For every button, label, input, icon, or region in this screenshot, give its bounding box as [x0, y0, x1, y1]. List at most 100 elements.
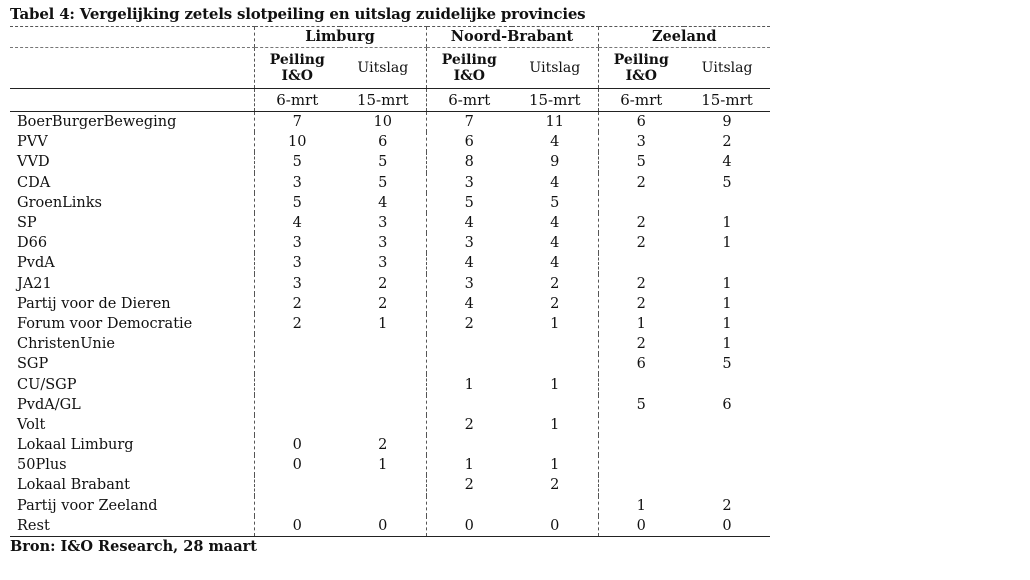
seat-value: 4 — [550, 134, 560, 151]
seat-value: 0 — [378, 517, 388, 534]
table-row: BoerBurgerBeweging 7 10 7 11 6 9 — [10, 111, 770, 133]
party-name: CU/SGP — [17, 376, 77, 393]
seat-value: 2 — [378, 275, 388, 292]
party-name: Partij voor de Dieren — [17, 295, 171, 312]
table-row: Forum voor Democratie 2 1 2 1 1 1 — [10, 313, 770, 335]
seat-value: 1 — [378, 457, 388, 474]
seat-value: 4 — [425, 253, 513, 274]
header-province-noord-brabant: Noord-Brabant — [425, 26, 599, 48]
seat-value: 3 — [253, 253, 340, 274]
seat-value: 0 — [425, 515, 513, 536]
party-name: Lokaal Limburg — [17, 437, 134, 454]
seat-value: 0 — [253, 455, 340, 476]
seat-value — [425, 435, 513, 456]
seat-value — [253, 374, 340, 395]
seat-value — [425, 495, 513, 516]
seat-value: 2 — [597, 172, 685, 193]
party-name: Partij voor Zeeland — [17, 497, 158, 514]
seat-value: 1 — [425, 374, 513, 395]
header-date-uitslag: 15-mrt — [684, 88, 771, 112]
seat-value: 4 — [722, 154, 732, 171]
seat-value: 6 — [425, 132, 513, 153]
seat-value — [684, 455, 770, 475]
party-name: BoerBurgerBeweging — [17, 114, 177, 131]
seat-value — [597, 435, 685, 456]
table-row: Volt 2 1 — [10, 414, 770, 435]
seat-value — [684, 435, 770, 455]
table-row: SGP 6 5 — [10, 354, 770, 375]
seat-value: 3 — [597, 132, 685, 153]
seat-value — [684, 475, 770, 495]
seat-value: 2 — [425, 414, 513, 435]
seat-value: 4 — [378, 194, 388, 211]
header-peiling-label: Peiling I&O — [269, 52, 325, 84]
seat-value — [253, 495, 340, 516]
header-date-peiling: 6-mrt — [425, 88, 513, 112]
seat-value: 0 — [253, 435, 340, 456]
seat-value — [340, 354, 426, 374]
party-name: Lokaal Brabant — [17, 477, 131, 494]
seat-value: 5 — [378, 154, 388, 171]
seat-value: 6 — [378, 134, 388, 151]
seat-value — [684, 253, 770, 273]
seat-value — [340, 374, 426, 394]
seat-value: 1 — [597, 313, 685, 335]
seat-value: 1 — [425, 455, 513, 476]
header-uitslag: Uitslag — [512, 47, 599, 89]
seat-value — [425, 394, 513, 415]
seat-value — [340, 496, 426, 516]
seat-value — [684, 415, 770, 435]
party-name: PvdA — [17, 255, 55, 272]
table-row: Partij voor Zeeland 1 2 — [10, 495, 770, 516]
seat-value — [253, 354, 340, 375]
seat-value — [512, 395, 598, 415]
seat-value — [253, 394, 340, 415]
seat-value: 6 — [722, 396, 732, 413]
seat-value: 1 — [722, 336, 732, 353]
seat-value: 3 — [425, 273, 513, 294]
seat-value — [597, 414, 685, 435]
seat-value: 1 — [722, 315, 732, 332]
seat-value: 2 — [550, 275, 560, 292]
header-peiling: Peiling I&O — [597, 47, 685, 89]
seat-value: 5 — [425, 192, 513, 213]
seat-value: 1 — [550, 457, 560, 474]
header-date-peiling: 6-mrt — [253, 88, 340, 112]
seat-value: 5 — [722, 356, 732, 373]
header-province-limburg: Limburg — [253, 26, 427, 48]
header-province-zeeland: Zeeland — [597, 26, 771, 48]
seat-value: 2 — [550, 295, 560, 312]
seat-value — [425, 334, 513, 355]
header-party-blank — [10, 26, 254, 48]
party-name: Forum voor Democratie — [17, 315, 193, 332]
seat-value — [512, 496, 598, 516]
seat-value: 2 — [722, 134, 732, 151]
party-name: Rest — [17, 517, 50, 534]
seat-value: 1 — [722, 295, 732, 312]
seat-value: 0 — [550, 517, 560, 534]
table-row: Lokaal Brabant 2 2 — [10, 475, 770, 496]
seat-value: 10 — [253, 132, 340, 153]
party-name: Volt — [17, 416, 46, 433]
table-row: PVV 10 6 6 4 3 2 — [10, 132, 770, 153]
header-peiling: Peiling I&O — [425, 47, 513, 89]
table-row: ChristenUnie 2 1 — [10, 334, 770, 355]
header-peiling-label: Peiling I&O — [441, 52, 497, 84]
table-title: Tabel 4: Vergelijking zetels slotpeiling… — [10, 5, 586, 23]
source-note: Bron: I&O Research, 28 maart — [10, 537, 257, 555]
seat-value — [512, 354, 598, 374]
seat-value: 1 — [550, 416, 560, 433]
header-peiling: Peiling I&O — [253, 47, 340, 89]
party-name: CDA — [17, 174, 51, 191]
seat-value: 1 — [550, 315, 560, 332]
party-name: 50Plus — [17, 457, 67, 474]
header-date-peiling: 6-mrt — [597, 88, 685, 112]
seat-value — [512, 435, 598, 455]
seat-value — [597, 192, 685, 213]
table-row: Rest 0 0 0 0 0 0 — [10, 515, 770, 536]
seat-value — [425, 354, 513, 375]
seat-value: 2 — [253, 313, 340, 335]
seat-value: 2 — [597, 293, 685, 314]
seat-value: 0 — [253, 515, 340, 536]
table-row: 50Plus 0 1 1 1 — [10, 455, 770, 476]
